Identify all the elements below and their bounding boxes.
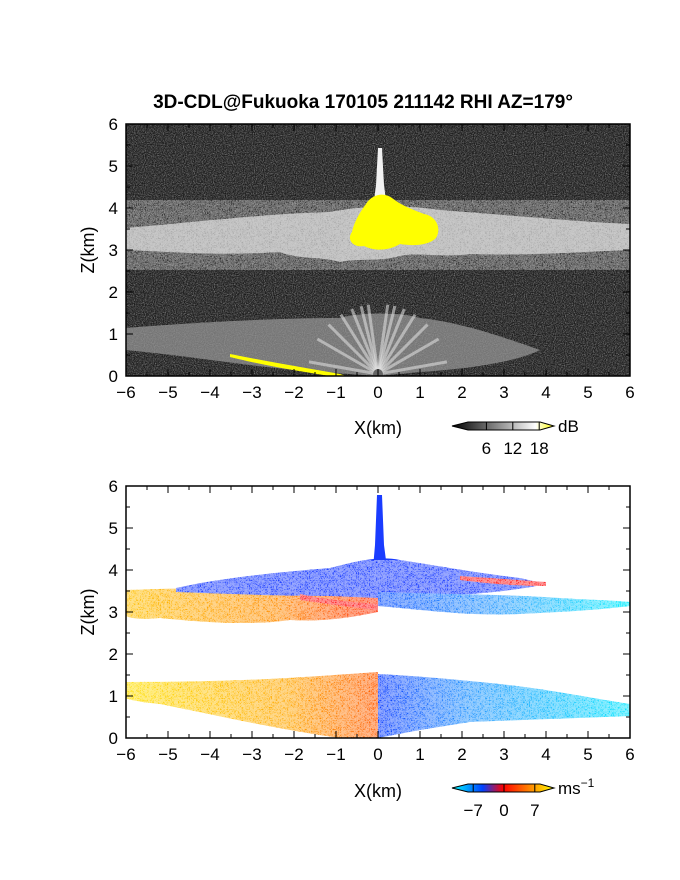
- fan-ray: [376, 308, 406, 375]
- x-tick-label: −3: [242, 745, 261, 764]
- fan-ray: [366, 304, 380, 375]
- colorbar-unit: ms−1: [558, 776, 595, 798]
- colorbar-bar: [451, 421, 556, 431]
- colorbar-bar: [451, 783, 556, 793]
- x-tick-label: 2: [457, 383, 466, 402]
- fan-ray: [377, 360, 448, 376]
- reflectivity-colorbar: dB 6 12 18: [451, 417, 579, 458]
- y-tick-label: 4: [109, 199, 118, 218]
- x-tick-label: 5: [583, 745, 592, 764]
- y-tick-label: 0: [109, 729, 118, 748]
- x-tick-label: 3: [499, 745, 508, 764]
- reflectivity-ticks: −6 −5 −4 −3 −2 −1 0 1 2 3 4 5 6 0 1 2 3 4 5 6: [109, 115, 635, 402]
- fan-rays: [308, 304, 448, 376]
- colorbar-tick-label: 18: [530, 439, 549, 458]
- y-tick-label: 1: [109, 687, 118, 706]
- x-tick-label: −6: [116, 745, 135, 764]
- colorbar-tick-label: 7: [530, 801, 539, 820]
- fan-ray: [327, 323, 380, 376]
- saturated-streak-lower: [230, 354, 346, 376]
- y-tick-label: 4: [109, 561, 118, 580]
- fan-ray: [339, 313, 380, 375]
- y-tick-label: 3: [109, 603, 118, 622]
- y-tick-label: 3: [109, 241, 118, 260]
- x-tick-label: −6: [116, 383, 135, 402]
- chart-title: 3D-CDL@Fukuoka 170105 211142 RHI AZ=179°: [153, 92, 573, 113]
- fan-ray: [377, 337, 440, 376]
- colorbar-tick-label: −7: [464, 801, 483, 820]
- y-tick-label: 2: [109, 283, 118, 302]
- x-tick-label: −4: [200, 383, 219, 402]
- x-axis-label: X(km): [354, 418, 402, 438]
- lower-fan-echo: [126, 313, 540, 376]
- x-tick-label: −4: [200, 745, 219, 764]
- colorbar-unit-exponent: −1: [581, 776, 595, 790]
- x-tick-label: 1: [415, 383, 424, 402]
- x-tick-label: 5: [583, 383, 592, 402]
- colorbar-unit: dB: [558, 417, 579, 436]
- y-tick-label: 6: [109, 115, 118, 134]
- fan-ray: [316, 337, 379, 376]
- x-tick-label: −5: [158, 745, 177, 764]
- velocity-panel: −6 −5 −4 −3 −2 −1 0 1 2 3 4 5 6 0 1 2 3 4 5 6 X(km) Z(km) m…: [78, 477, 635, 820]
- fan-ray: [350, 308, 380, 375]
- x-tick-label: 4: [541, 745, 550, 764]
- x-tick-label: 0: [373, 745, 382, 764]
- x-tick-label: −1: [326, 383, 345, 402]
- x-tick-label: 6: [625, 745, 634, 764]
- y-axis-label: Z(km): [78, 589, 98, 636]
- y-tick-label: 2: [109, 645, 118, 664]
- y-tick-label: 1: [109, 325, 118, 344]
- fan-ray: [376, 313, 417, 375]
- y-axis-label: Z(km): [78, 227, 98, 274]
- y-tick-label: 6: [109, 477, 118, 496]
- velocity-plot-area: [126, 486, 630, 738]
- x-tick-label: −5: [158, 383, 177, 402]
- x-tick-label: −1: [326, 745, 345, 764]
- fan-ray: [308, 360, 379, 376]
- x-tick-label: 4: [541, 383, 550, 402]
- x-tick-label: −2: [284, 383, 303, 402]
- colorbar-unit-base: ms: [558, 779, 581, 798]
- vertical-plume: [374, 148, 386, 200]
- saturated-blob-upper: [349, 194, 439, 250]
- fan-ray: [376, 305, 397, 375]
- colorbar-tick-label: 6: [482, 439, 491, 458]
- x-tick-label: 1: [415, 745, 424, 764]
- x-tick-label: 6: [625, 383, 634, 402]
- x-tick-label: 3: [499, 383, 508, 402]
- reflectivity-plot-area: [126, 124, 630, 376]
- x-tick-label: −2: [284, 745, 303, 764]
- y-tick-label: 5: [109, 519, 118, 538]
- fan-ray: [376, 323, 429, 376]
- colorbar-tick-label: 0: [499, 801, 508, 820]
- y-tick-label: 5: [109, 157, 118, 176]
- x-tick-label: 2: [457, 745, 466, 764]
- x-tick-label: 0: [373, 383, 382, 402]
- y-tick-label: 0: [109, 367, 118, 386]
- velocity-speckle: [126, 560, 630, 738]
- colorbar-tick-label: 12: [503, 439, 522, 458]
- velocity-colorbar: ms−1 −7 0 7: [451, 776, 595, 820]
- velocity-ticks: −6 −5 −4 −3 −2 −1 0 1 2 3 4 5 6 0 1 2 3 4 5 6: [109, 477, 635, 764]
- x-tick-label: −3: [242, 383, 261, 402]
- vertical-plume: [373, 495, 387, 568]
- x-axis-label: X(km): [354, 781, 402, 801]
